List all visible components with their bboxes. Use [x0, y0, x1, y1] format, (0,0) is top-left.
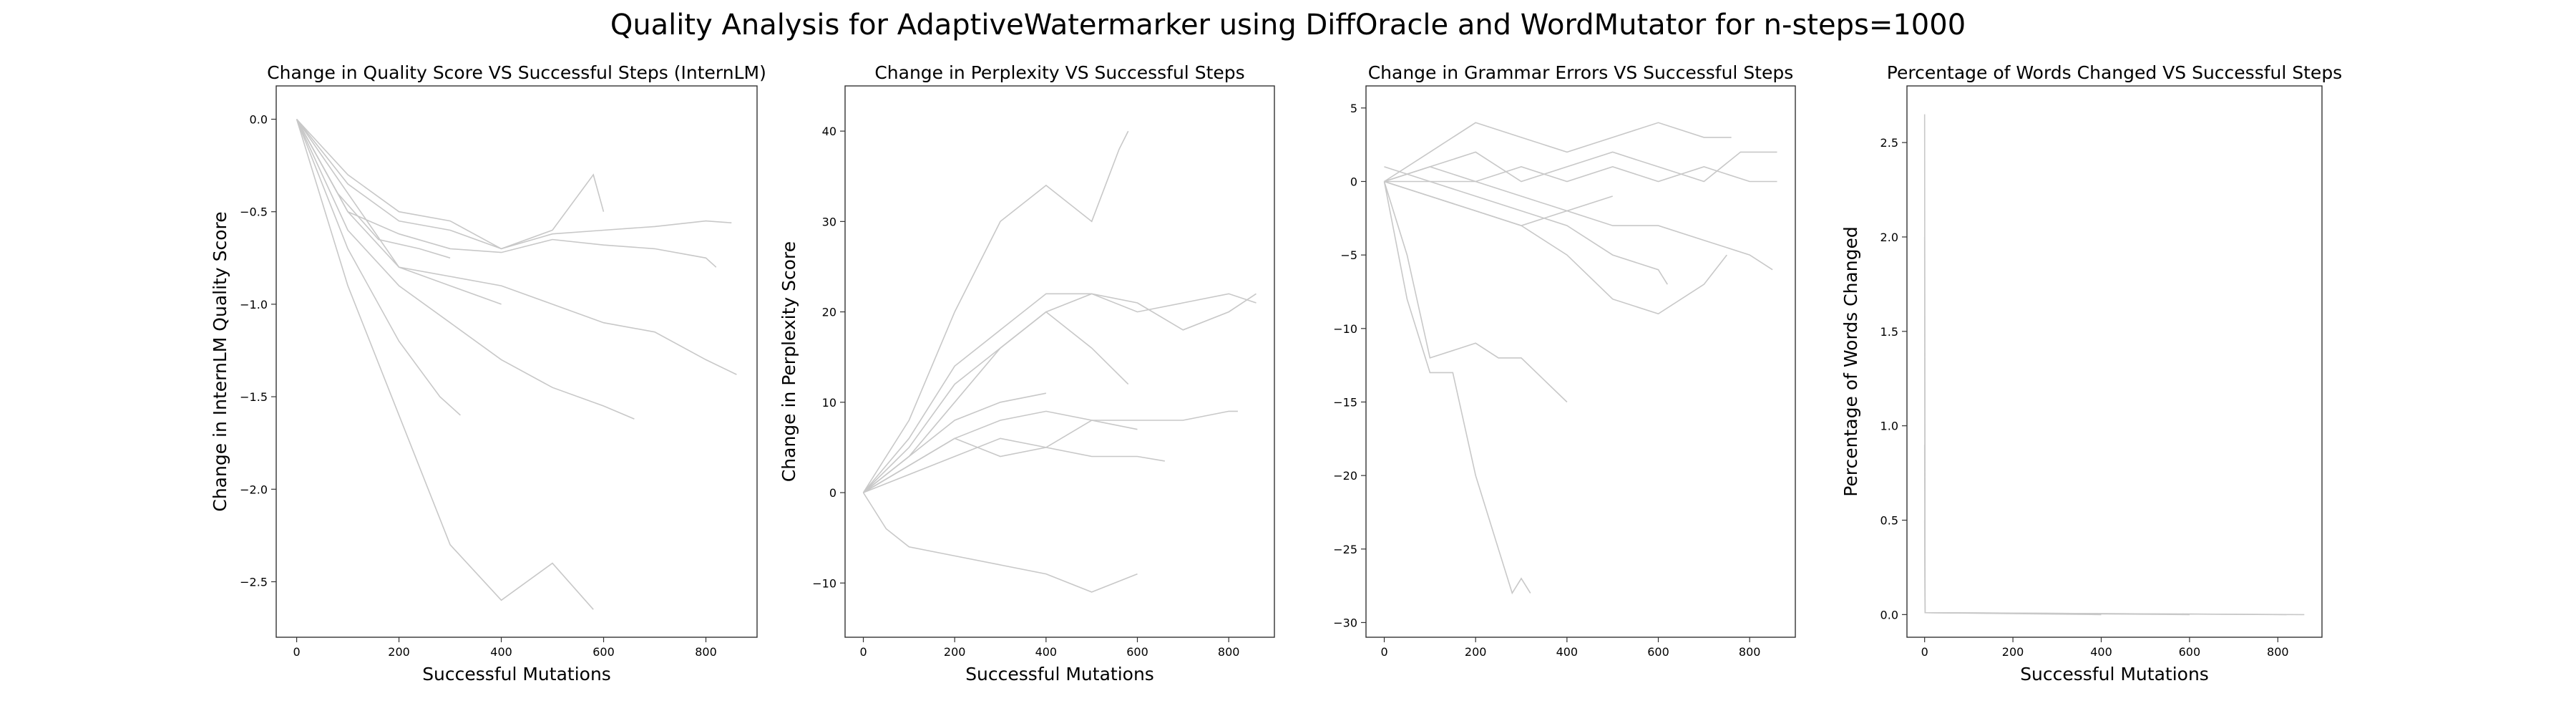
series-line-7: [296, 119, 461, 416]
x-tick-label: 800: [695, 645, 717, 659]
y-tick-label: −15: [1333, 395, 1357, 409]
chart-panel-2: 0 200 400 600 800 40 30 20 10 0 −10 Change in Perpl…: [779, 62, 1275, 684]
series-line-6: [296, 119, 594, 610]
series-line-4: [296, 119, 635, 420]
y-tick-label: −10: [812, 576, 836, 590]
y-tick-label: 40: [822, 125, 836, 138]
plot-frame: [1906, 85, 2323, 638]
y-tick-label: −1.5: [240, 390, 268, 404]
series-line-1: [862, 130, 1129, 493]
series-line-1: [1923, 114, 2305, 616]
y-tick-label: −10: [1333, 322, 1357, 336]
y-tick-label: 1.5: [1880, 325, 1898, 339]
series-line-6: [1384, 180, 1668, 285]
x-tick-label: 800: [1739, 645, 1761, 659]
y-tick-label: −30: [1333, 616, 1357, 629]
y-tick-label: −25: [1333, 543, 1357, 556]
x-tick-label: 400: [490, 645, 512, 659]
series-line-4: [1384, 122, 1732, 183]
series-line-2: [1923, 236, 2287, 616]
series-line-7: [1383, 181, 1568, 403]
chart-panel-1: 0 200 400 600 800 0.0 −0.5 −1.0 −1.5 −2.0 −2.5 Chan…: [210, 62, 766, 684]
series-line-2: [862, 293, 1257, 493]
y-tick-label: 2.0: [1880, 231, 1898, 244]
series-line-5: [296, 118, 605, 250]
y-tick-label: −0.5: [240, 205, 268, 219]
chart-title: Change in Quality Score VS Successful St…: [267, 62, 766, 83]
y-tick-label: −5: [1340, 248, 1357, 262]
chart-panel-4: 0 200 400 600 800 0.0 0.5 1.0 1.5 2.0 2.5 Percentag…: [1840, 62, 2342, 684]
y-axis-label: Change in Perplexity Score: [779, 241, 799, 482]
series-line-5: [1384, 180, 1727, 315]
y-tick-label: 0.0: [1880, 608, 1898, 621]
y-tick-label: 1.0: [1880, 420, 1898, 433]
x-tick-label: 200: [388, 645, 410, 659]
y-tick-label: 20: [822, 306, 836, 319]
y-tick-label: −20: [1333, 469, 1357, 483]
series-line-9: [296, 119, 502, 305]
x-tick-label: 0: [1380, 645, 1387, 659]
series-line-4: [863, 311, 1129, 493]
x-tick-label: 200: [944, 645, 966, 659]
y-tick-label: 2.5: [1880, 136, 1898, 150]
x-tick-label: 600: [592, 645, 615, 659]
chart-title: Change in Perplexity VS Successful Steps: [874, 62, 1244, 83]
series-line-4: [1923, 520, 2102, 616]
x-tick-label: 800: [2267, 645, 2289, 659]
y-tick-label: −2.0: [240, 483, 268, 496]
y-axis-label: Percentage of Words Changed: [1840, 226, 1861, 496]
x-tick-label: 0: [859, 645, 867, 659]
series-line-1: [1384, 151, 1777, 183]
series-line-3: [1923, 444, 2190, 616]
x-axis-label: Successful Mutations: [422, 664, 611, 684]
x-tick-label: 200: [2002, 645, 2024, 659]
chart-panel-3: 0 200 400 600 800 5 0 −5 −10 −15 −20 −25 −30 Change i…: [1333, 62, 1796, 659]
x-axis-label: Successful Mutations: [965, 664, 1154, 684]
x-tick-label: 400: [2090, 645, 2112, 659]
series-line-3: [1384, 180, 1773, 271]
x-tick-label: 200: [1465, 645, 1487, 659]
x-tick-label: 600: [1647, 645, 1669, 659]
series-line-5: [863, 410, 1238, 493]
y-tick-label: 0.0: [250, 113, 268, 127]
plot-frame: [275, 85, 758, 638]
series-line-6: [863, 437, 1165, 493]
y-tick-label: 0.5: [1880, 514, 1898, 528]
series-line-3: [296, 119, 737, 375]
series-line-8: [1383, 181, 1531, 595]
y-tick-label: 0: [829, 486, 836, 500]
plot-frame: [1365, 85, 1796, 638]
x-tick-label: 400: [1035, 645, 1058, 659]
x-tick-label: 800: [1218, 645, 1240, 659]
y-tick-label: 0: [1350, 175, 1357, 188]
y-tick-label: 5: [1350, 102, 1357, 115]
x-axis-label: Successful Mutations: [2020, 664, 2209, 684]
x-tick-label: 0: [293, 645, 301, 659]
y-axis-label: Change in InternLM Quality Score: [210, 211, 230, 511]
series-line-8: [862, 492, 1138, 593]
y-tick-label: 30: [822, 215, 836, 228]
figure-title: Quality Analysis for AdaptiveWatermarker…: [610, 9, 1966, 42]
series-line-9: [1384, 166, 1613, 212]
series-line-9: [863, 392, 1047, 493]
x-tick-label: 600: [2179, 645, 2201, 659]
y-tick-label: 10: [822, 396, 836, 410]
series-line-2: [1384, 166, 1777, 183]
plot-frame: [844, 85, 1275, 638]
series-line-2: [296, 119, 717, 268]
y-tick-label: −2.5: [240, 575, 268, 589]
chart-title: Percentage of Words Changed VS Successfu…: [1887, 62, 2342, 83]
series-line-1: [296, 119, 732, 250]
series-line-7: [863, 420, 1138, 493]
series-line-8: [296, 119, 451, 259]
x-tick-label: 0: [1921, 645, 1928, 659]
x-tick-label: 400: [1556, 645, 1579, 659]
x-tick-label: 600: [1126, 645, 1148, 659]
y-tick-label: −1.0: [240, 298, 268, 311]
series-line-3: [862, 293, 1257, 493]
chart-title: Change in Grammar Errors VS Successful S…: [1368, 62, 1794, 83]
